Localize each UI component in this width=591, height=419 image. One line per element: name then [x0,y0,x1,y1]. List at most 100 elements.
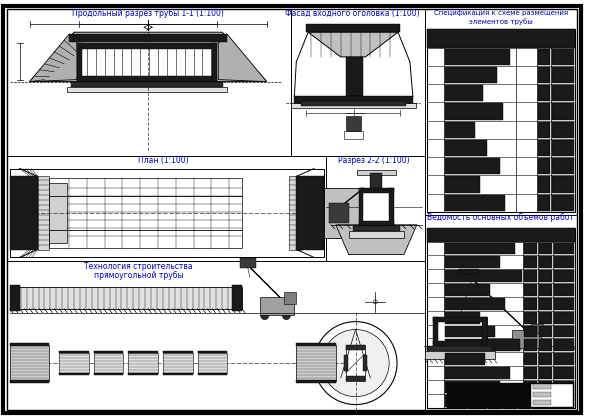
Bar [301,101,406,106]
Bar [524,326,537,337]
Text: План (1:100): План (1:100) [138,156,189,165]
Bar [446,49,509,65]
Bar [163,373,193,375]
Bar [554,312,574,323]
Bar [554,395,574,406]
Bar [538,158,550,174]
Bar [538,195,550,211]
Bar [524,395,537,406]
Text: прямоугольной трубы: прямоугольной трубы [93,271,183,279]
Bar [50,230,67,243]
Bar [446,103,503,119]
Bar [554,284,574,296]
Text: Ведомость основных объемов работ: Ведомость основных объемов работ [427,213,574,222]
Text: Технология строительства: Технология строительства [84,262,193,271]
Bar [346,57,363,96]
Bar [163,351,193,353]
Bar [539,353,552,365]
Bar [50,196,67,230]
Bar [539,339,552,351]
Bar [59,373,89,375]
Bar [346,376,365,381]
Bar [50,184,67,196]
Bar [427,29,575,47]
Bar [446,85,483,101]
Circle shape [314,322,397,405]
Bar [538,122,550,138]
Bar [329,203,349,223]
Bar [446,270,522,282]
Bar [77,76,217,82]
Bar [197,353,227,373]
Bar [71,82,223,87]
Bar [538,103,550,119]
Bar [554,367,574,379]
Bar [10,380,50,383]
Bar [212,43,217,85]
Bar [296,345,336,381]
Bar [349,231,404,238]
Bar [67,87,227,93]
Bar [428,346,492,351]
Bar [389,188,394,226]
Bar [539,243,552,254]
Bar [94,373,124,375]
Bar [77,43,82,85]
Bar [296,176,324,249]
Bar [363,355,368,371]
Bar [427,29,575,212]
Bar [344,131,363,139]
Bar [482,317,487,346]
Text: Фасад входного оголовка (1:100): Фасад входного оголовка (1:100) [285,9,420,18]
Bar [284,292,296,304]
Bar [346,345,365,350]
Bar [197,373,227,375]
Bar [446,298,505,310]
Bar [344,355,348,371]
Text: Разрез 2-2 (1:100): Разрез 2-2 (1:100) [337,156,409,165]
Bar [94,353,124,373]
Bar [512,331,541,348]
Bar [197,351,227,353]
Bar [433,317,487,346]
Polygon shape [30,34,77,82]
Bar [359,188,394,193]
Bar [539,312,552,323]
Polygon shape [30,32,267,82]
Bar [533,392,551,397]
Bar [459,269,479,274]
Bar [538,85,550,101]
Bar [538,49,550,65]
Text: Спецификация к схеме размещения: Спецификация к схеме размещения [434,10,568,16]
Bar [128,373,158,375]
Circle shape [374,300,377,304]
Bar [524,243,537,254]
Polygon shape [308,32,398,57]
Bar [446,67,497,83]
Bar [554,298,574,310]
Bar [296,380,336,383]
Bar [538,176,550,193]
Bar [128,353,158,373]
Bar [346,116,362,131]
Bar [554,243,574,254]
Bar [433,317,437,346]
Bar [446,395,490,406]
Circle shape [282,312,290,320]
Bar [524,284,537,296]
Bar [427,228,575,242]
Bar [552,67,574,83]
Bar [539,381,552,393]
Bar [554,326,574,337]
Bar [10,285,20,311]
Bar [446,353,485,365]
Bar [10,287,242,309]
Bar [446,284,490,296]
Bar [296,343,336,346]
Bar [446,243,515,254]
Bar [349,60,361,93]
Polygon shape [218,34,267,82]
Bar [533,384,551,389]
Text: элементов трубы: элементов трубы [469,18,532,25]
Bar [552,140,574,156]
